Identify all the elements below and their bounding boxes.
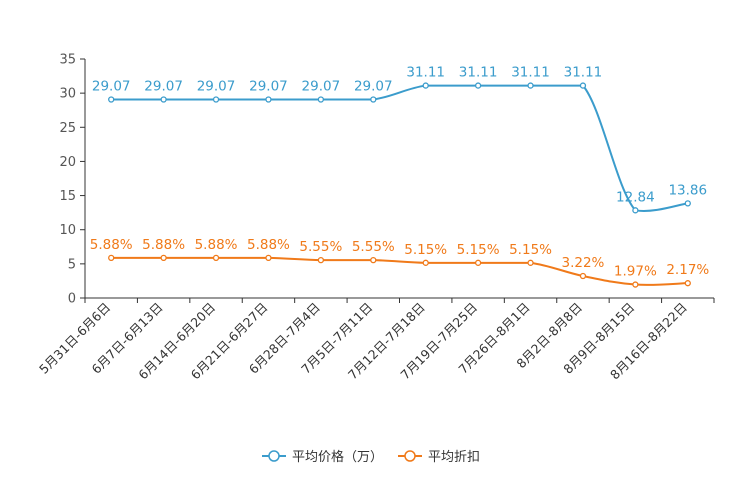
data-label: 29.07 [92, 78, 131, 94]
data-point[interactable] [422, 259, 429, 266]
data-label: 31.11 [406, 65, 445, 81]
data-point[interactable] [579, 82, 587, 89]
data-label: 29.07 [249, 78, 288, 94]
legend-label: 平均价格（万） [292, 449, 383, 465]
y-tick-label: 5 [68, 257, 76, 272]
data-point[interactable] [422, 82, 429, 89]
data-point[interactable] [160, 254, 167, 261]
y-tick-label: 0 [68, 292, 76, 307]
legend-marker-icon [404, 450, 416, 462]
series-line [111, 256, 688, 286]
data-label: 5.15% [457, 242, 500, 258]
legend[interactable]: 平均价格（万） 平均折扣 [262, 449, 480, 465]
data-label: 31.11 [459, 65, 498, 81]
data-label: 5.88% [90, 237, 133, 253]
data-label: 29.07 [302, 78, 341, 94]
data-label: 29.07 [197, 78, 236, 94]
series-avg-price: 29.07 29.07 29.07 29.07 29.07 29.07 31.11 31.11… [92, 65, 707, 214]
data-label: 5.88% [195, 237, 238, 253]
data-label: 3.22% [562, 255, 605, 271]
data-point[interactable] [527, 259, 534, 266]
data-point[interactable] [212, 96, 220, 103]
y-tick-label: 20 [59, 155, 76, 170]
data-point[interactable] [265, 254, 272, 261]
data-point[interactable] [317, 256, 325, 264]
data-point[interactable] [579, 272, 587, 280]
y-tick-label: 30 [59, 87, 76, 102]
data-point[interactable] [474, 82, 482, 89]
y-tick-label: 35 [59, 53, 76, 68]
data-label: 1.97% [614, 264, 657, 280]
data-label: 29.07 [354, 78, 393, 94]
data-label: 13.86 [668, 182, 707, 198]
data-label: 5.55% [299, 239, 342, 255]
data-label: 5.88% [247, 237, 290, 253]
data-point[interactable] [370, 96, 377, 103]
data-label: 2.17% [666, 262, 709, 278]
series-avg-discount: 5.88% 5.88% 5.88% 5.88% 5.55% 5.55% 5.15% 5.15%… [90, 237, 709, 288]
data-label: 31.11 [511, 65, 550, 81]
legend-item-avg-price[interactable]: 平均价格（万） [262, 449, 383, 465]
data-label: 5.15% [509, 242, 552, 258]
data-point[interactable] [212, 254, 220, 261]
data-label: 5.15% [404, 242, 447, 258]
y-tick-label: 15 [59, 189, 76, 204]
data-point[interactable] [632, 207, 639, 214]
data-label: 5.55% [352, 239, 395, 255]
data-point[interactable] [632, 281, 639, 288]
data-label: 29.07 [144, 78, 183, 94]
data-label: 31.11 [564, 65, 603, 81]
data-point[interactable] [370, 256, 377, 264]
data-label: 12.84 [616, 189, 655, 205]
data-point[interactable] [474, 259, 482, 266]
data-point[interactable] [684, 280, 691, 287]
legend-label: 平均折扣 [428, 450, 480, 465]
data-point[interactable] [160, 96, 167, 103]
series-line [111, 84, 688, 212]
legend-marker-icon [268, 450, 280, 462]
y-tick-label: 10 [59, 223, 76, 238]
data-label: 5.88% [142, 237, 185, 253]
y-tick-label: 25 [59, 121, 76, 136]
legend-item-avg-discount[interactable]: 平均折扣 [398, 450, 480, 465]
data-point[interactable] [108, 254, 115, 261]
data-point[interactable] [265, 96, 272, 103]
data-point[interactable] [317, 96, 325, 103]
series-layer: 29.07 29.07 29.07 29.07 29.07 29.07 31.11 31.11… [90, 65, 709, 288]
data-point[interactable] [527, 82, 534, 89]
data-point[interactable] [684, 200, 691, 207]
data-point[interactable] [108, 96, 115, 103]
